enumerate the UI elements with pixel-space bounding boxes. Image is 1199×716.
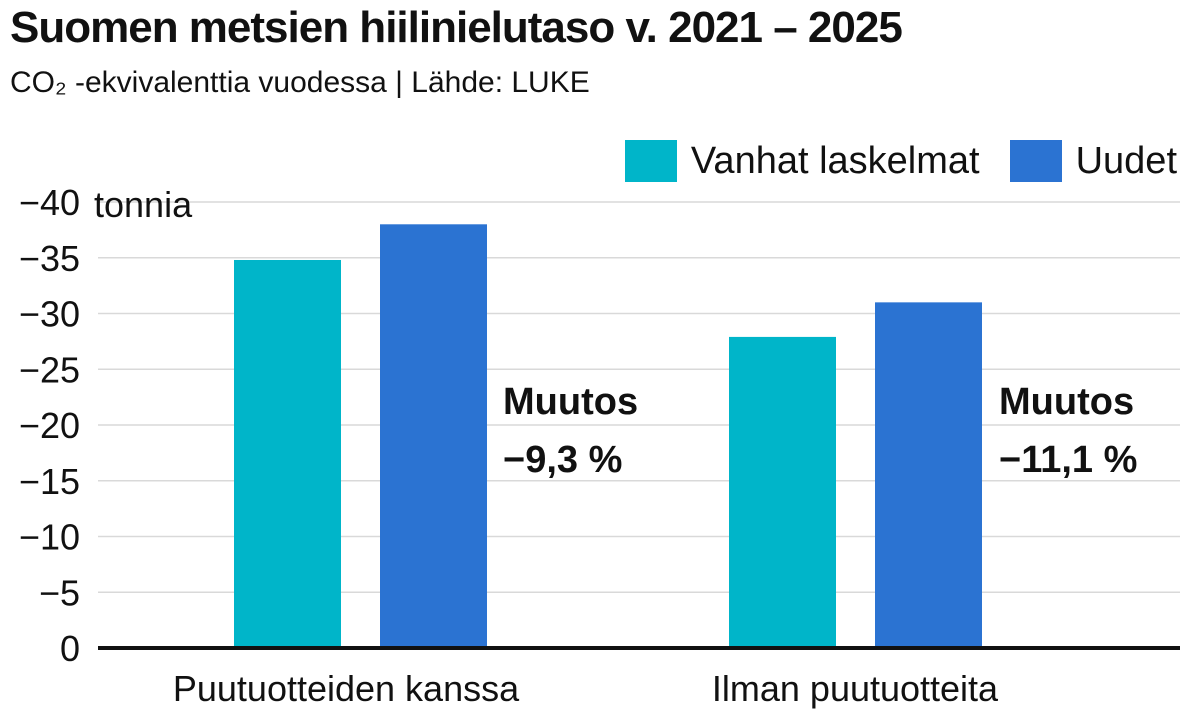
y-tick-label: −30 — [19, 294, 80, 335]
y-tick-label: −25 — [19, 349, 80, 390]
category-labels: Puutuotteiden kanssa Ilman puutuotteita — [173, 668, 999, 709]
bar-vanhat-1 — [729, 336, 836, 648]
category-label: Puutuotteiden kanssa — [173, 668, 520, 709]
bar-uudet-1 — [875, 302, 982, 648]
change-annotations: Muutos −9,3 % Muutos −11,1 % — [503, 381, 1137, 481]
category-label: Ilman puutuotteita — [712, 668, 999, 709]
legend-item-uudet: Uudet — [1009, 140, 1177, 182]
chart-title: Suomen metsien hiilinielutaso v. 2021 – … — [10, 3, 903, 52]
bars — [234, 224, 982, 649]
y-tick-labels: −40 −35 −30 −25 −20 −15 −10 −5 0 — [19, 182, 80, 669]
legend-label-vanhat: Vanhat laskelmat — [690, 140, 980, 182]
y-tick-label: −35 — [19, 238, 80, 279]
legend-label-uudet: Uudet — [1075, 140, 1177, 182]
change-annotation-value: −11,1 % — [999, 439, 1137, 481]
chart-subtitle: CO₂ -ekvivalenttia vuodessa | Lähde: LUK… — [10, 66, 590, 99]
legend-swatch-vanhat — [624, 140, 677, 182]
bar-vanhat-0 — [234, 259, 341, 648]
y-tick-label: −40 — [19, 182, 80, 223]
change-annotation-title: Muutos — [999, 381, 1134, 423]
change-annotation-value: −9,3 % — [503, 439, 622, 481]
y-tick-label: 0 — [60, 628, 80, 669]
y-unit-label: tonnia — [94, 184, 193, 225]
y-tick-label: −10 — [19, 517, 80, 558]
legend-item-vanhat: Vanhat laskelmat — [624, 140, 980, 182]
legend: Vanhat laskelmat Uudet — [595, 140, 1177, 182]
legend-swatch-uudet — [1009, 140, 1062, 182]
change-annotation-title: Muutos — [503, 381, 638, 423]
y-tick-label: −15 — [19, 461, 80, 502]
y-tick-label: −5 — [39, 572, 80, 613]
bar-uudet-0 — [380, 224, 487, 649]
y-tick-label: −20 — [19, 405, 80, 446]
